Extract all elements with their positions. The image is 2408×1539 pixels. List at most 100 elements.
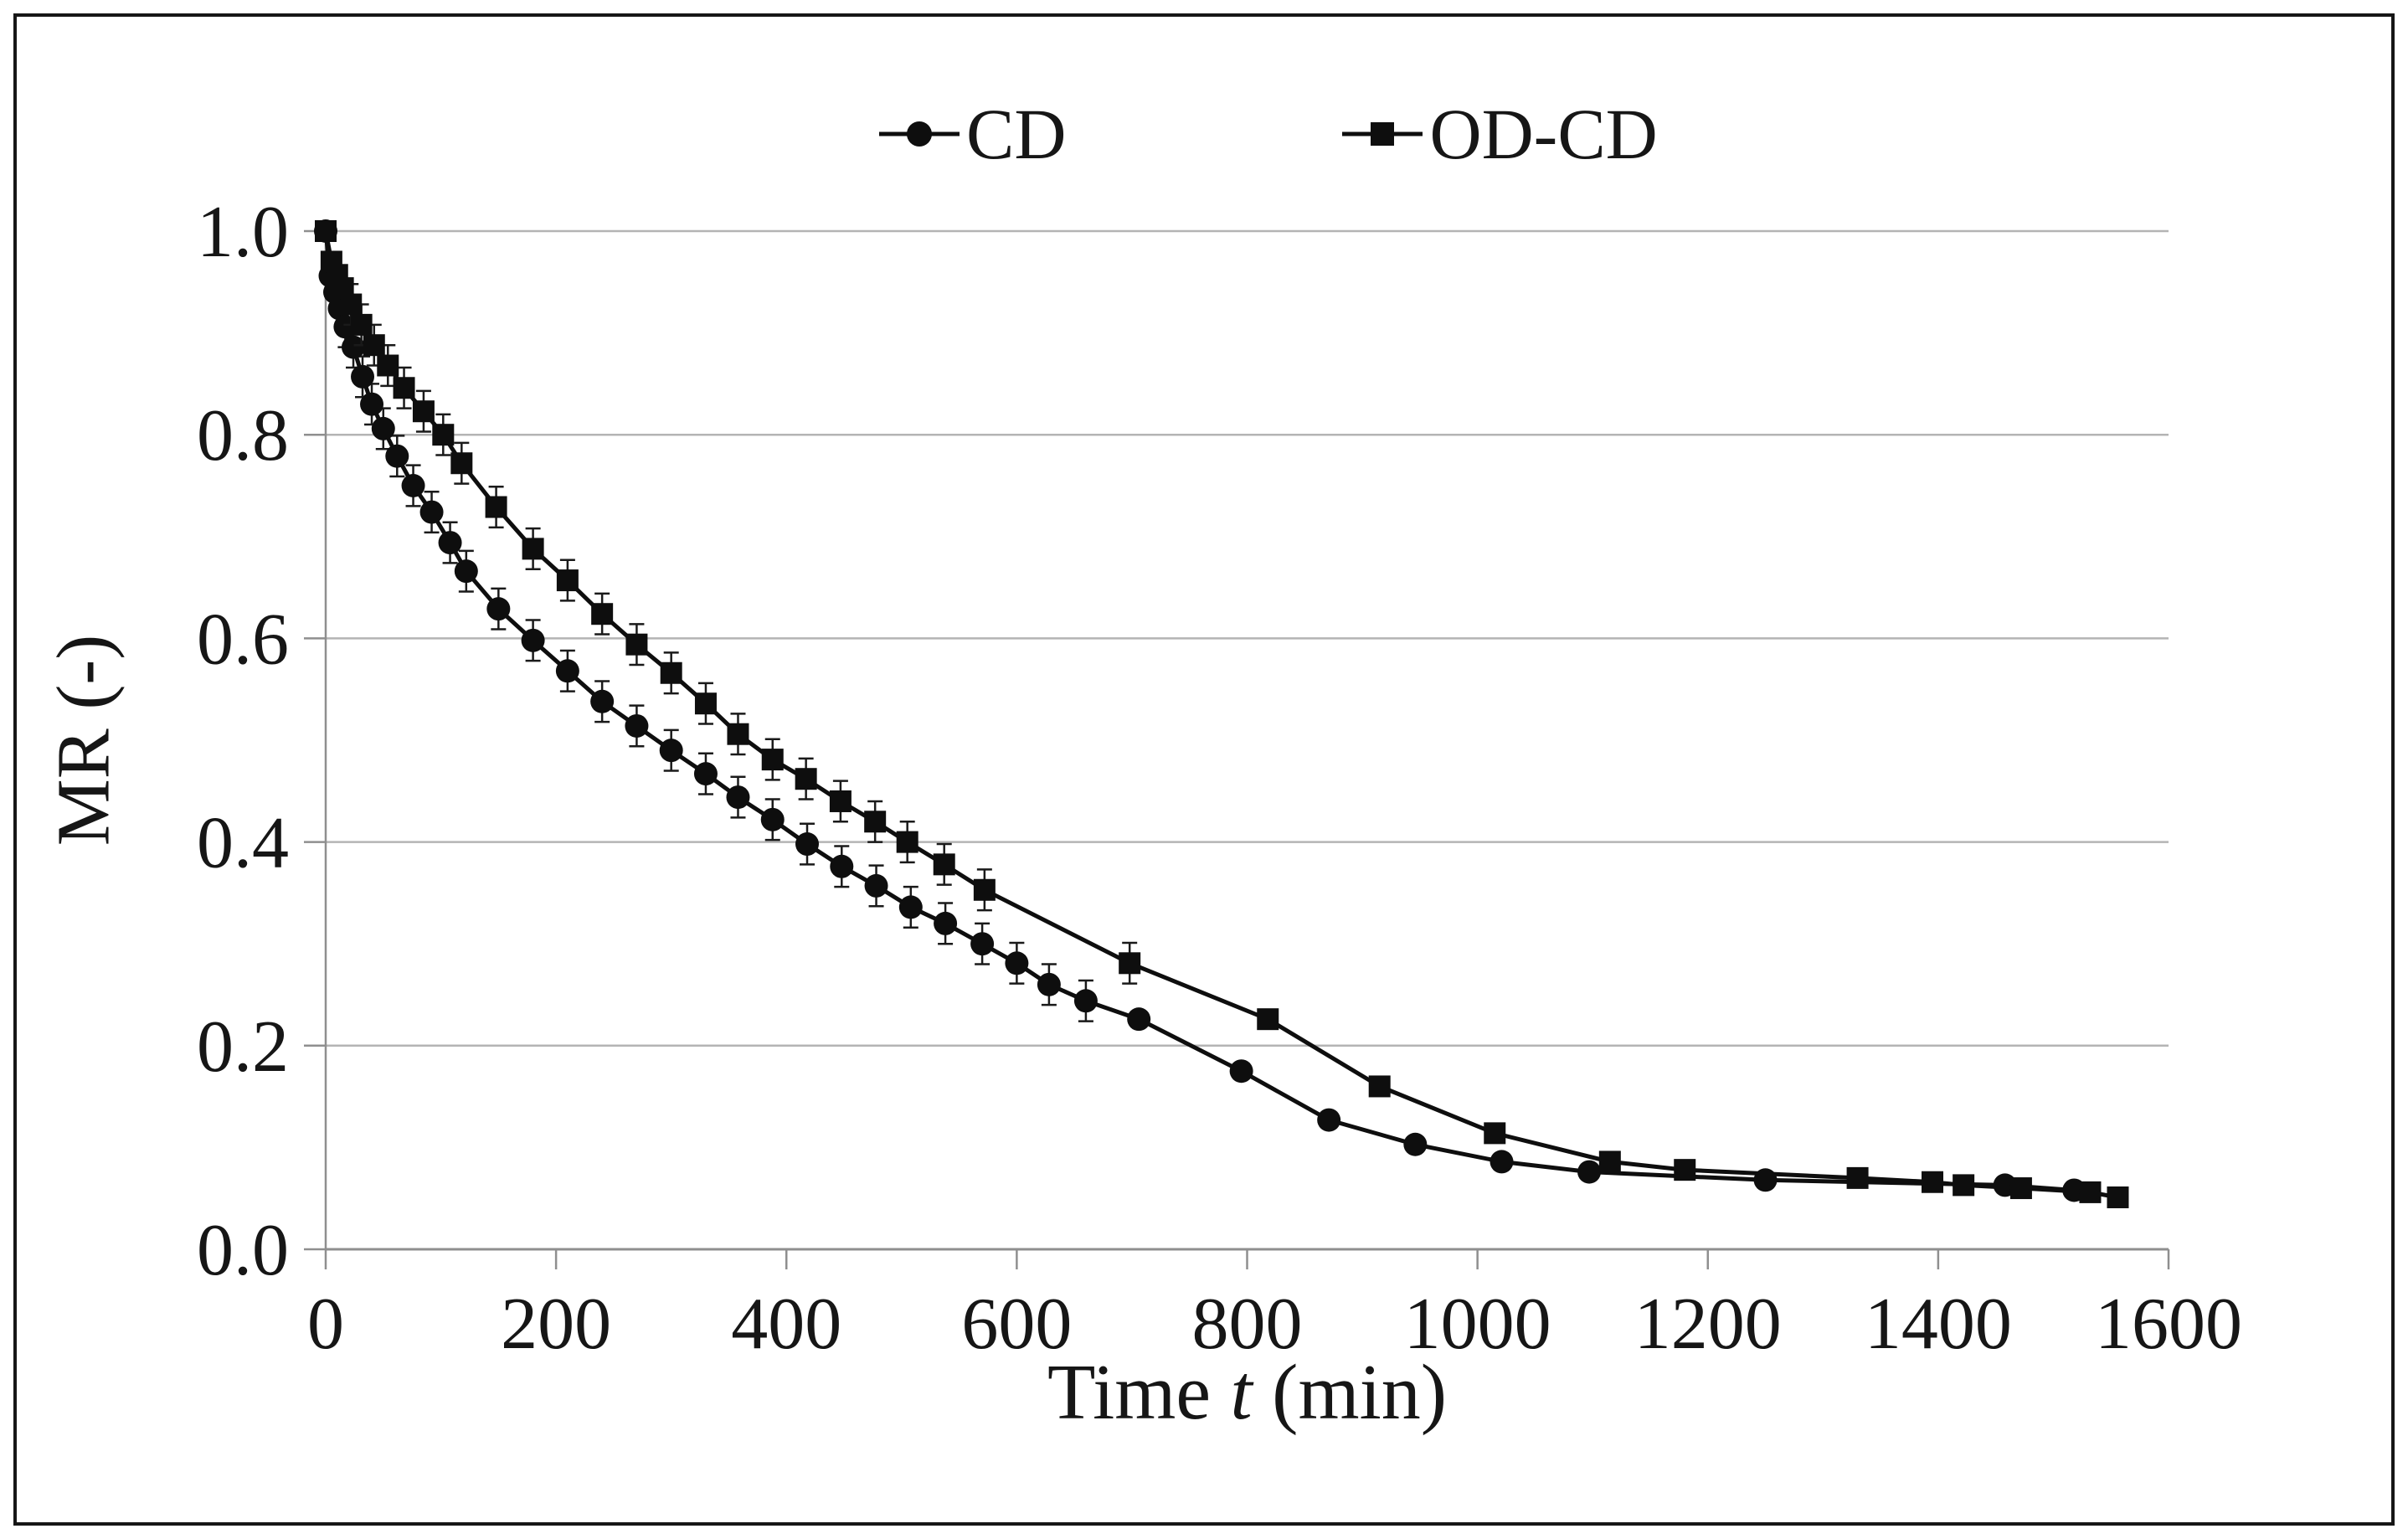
data-point-square-marker	[1368, 1075, 1391, 1098]
data-point-circle-marker	[371, 416, 395, 440]
data-point-square-marker	[432, 424, 455, 446]
legend-square-glyph	[1371, 122, 1395, 146]
legend-circle-glyph	[907, 121, 932, 147]
data-point-square-marker	[2107, 1186, 2129, 1208]
data-point-square-marker	[315, 220, 337, 242]
data-point-circle-marker	[625, 713, 649, 738]
data-point-square-marker	[864, 811, 887, 833]
data-point-circle-marker	[1403, 1132, 1428, 1156]
x-tick-label: 400	[731, 1284, 841, 1365]
data-point-square-marker	[1674, 1159, 1696, 1181]
data-point-circle-marker	[1577, 1160, 1602, 1184]
data-point-circle-marker	[693, 762, 718, 786]
y-tick-label: 0.2	[197, 1006, 289, 1088]
data-point-circle-marker	[401, 474, 425, 497]
data-point-square-marker	[591, 603, 614, 625]
data-point-circle-marker	[438, 531, 462, 555]
x-axis-title: Time t (min)	[326, 1346, 2169, 1439]
circle-series-marker-icon	[879, 121, 960, 147]
data-point-square-marker	[829, 790, 852, 812]
x-tick-label: 0	[307, 1284, 344, 1365]
data-point-circle-marker	[970, 932, 995, 956]
data-point-circle-marker	[521, 628, 545, 652]
data-point-circle-marker	[342, 335, 366, 359]
data-point-square-marker	[896, 831, 918, 853]
data-point-circle-marker	[555, 659, 579, 683]
data-point-square-marker	[761, 749, 784, 771]
x-axis-title-text: Time	[1047, 1349, 1231, 1436]
data-point-circle-marker	[934, 911, 958, 935]
data-point-square-marker	[625, 633, 648, 656]
data-point-square-marker	[522, 538, 544, 560]
data-point-square-marker	[1846, 1166, 1869, 1189]
data-point-circle-marker	[795, 832, 820, 857]
data-point-square-marker	[393, 377, 415, 399]
x-tick-label: 1200	[1634, 1284, 1782, 1365]
square-series-marker-icon	[1342, 122, 1423, 146]
legend-label: CD	[966, 94, 1067, 174]
data-point-square-marker	[412, 400, 435, 423]
y-tick-label: 0.0	[197, 1210, 289, 1291]
legend-item-cd: CD	[879, 94, 1066, 174]
data-point-square-marker	[1921, 1171, 1943, 1193]
y-tick-label: 0.4	[197, 803, 289, 884]
x-axis-title-units: (min)	[1252, 1349, 1448, 1436]
legend: CD OD-CD	[879, 94, 1658, 174]
data-point-circle-marker	[454, 559, 478, 584]
data-point-square-marker	[485, 496, 507, 518]
data-point-square-marker	[1119, 952, 1141, 975]
data-point-circle-marker	[1037, 972, 1061, 996]
data-point-circle-marker	[659, 739, 683, 763]
data-point-square-marker	[795, 768, 817, 790]
data-point-square-marker	[1257, 1008, 1279, 1031]
x-tick-label: 800	[1192, 1284, 1303, 1365]
data-point-circle-marker	[590, 689, 615, 713]
data-point-square-marker	[1484, 1122, 1506, 1145]
data-point-square-marker	[556, 569, 579, 592]
data-point-square-marker	[660, 661, 682, 684]
data-point-square-marker	[363, 334, 385, 357]
data-point-square-marker	[2079, 1181, 2102, 1203]
series-CD	[314, 219, 2086, 1202]
legend-item-od-cd: OD-CD	[1342, 94, 1658, 174]
data-point-circle-marker	[1005, 951, 1029, 975]
data-point-circle-marker	[351, 364, 375, 389]
y-tick-label: 0.6	[197, 599, 289, 680]
data-point-square-marker	[727, 723, 749, 745]
data-point-square-marker	[2009, 1177, 2032, 1200]
data-point-circle-marker	[1490, 1150, 1514, 1174]
data-point-square-marker	[933, 853, 955, 876]
data-point-circle-marker	[830, 854, 854, 878]
data-point-circle-marker	[360, 392, 384, 416]
data-point-square-marker	[694, 692, 717, 715]
data-point-square-marker	[1953, 1174, 1975, 1197]
x-axis-title-variable: t	[1230, 1349, 1253, 1436]
data-point-circle-marker	[760, 807, 785, 831]
data-point-square-marker	[1598, 1150, 1621, 1173]
x-tick-label: 1600	[2095, 1284, 2242, 1365]
x-tick-label: 600	[961, 1284, 1072, 1365]
y-axis-title-text: MR (-)	[42, 634, 126, 847]
y-axis-title: MR (-)	[41, 635, 127, 846]
x-tick-label: 1400	[1865, 1284, 2012, 1365]
x-tick-label: 200	[501, 1284, 611, 1365]
data-point-circle-marker	[726, 785, 750, 810]
figure-border	[13, 13, 2395, 1526]
data-point-square-marker	[973, 878, 996, 901]
data-point-circle-marker	[898, 895, 923, 919]
data-point-square-marker	[450, 452, 473, 475]
series-OD-CD	[315, 220, 2129, 1208]
data-point-circle-marker	[1317, 1108, 1341, 1132]
y-tick-label: 1.0	[197, 192, 289, 273]
data-point-circle-marker	[486, 597, 511, 621]
data-point-circle-marker	[864, 873, 888, 898]
x-tick-label: 1000	[1404, 1284, 1551, 1365]
data-point-circle-marker	[1229, 1059, 1253, 1083]
data-point-square-marker	[377, 354, 399, 377]
y-tick-label: 0.8	[197, 395, 289, 476]
data-point-circle-marker	[385, 444, 409, 468]
legend-label: OD-CD	[1429, 94, 1658, 174]
data-point-square-marker	[350, 313, 373, 336]
